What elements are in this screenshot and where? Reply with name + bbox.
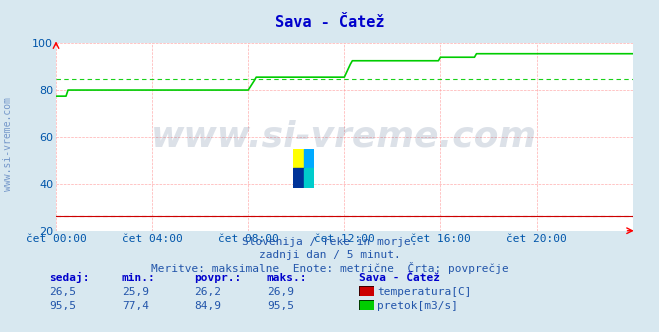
Text: Sava - Čatež: Sava - Čatež xyxy=(275,15,384,30)
Text: www.si-vreme.com: www.si-vreme.com xyxy=(3,97,13,192)
Text: zadnji dan / 5 minut.: zadnji dan / 5 minut. xyxy=(258,250,401,260)
Text: 25,9: 25,9 xyxy=(122,287,149,297)
Text: Meritve: maksimalne  Enote: metrične  Črta: povprečje: Meritve: maksimalne Enote: metrične Črta… xyxy=(151,262,508,274)
Text: maks.:: maks.: xyxy=(267,273,307,283)
Text: temperatura[C]: temperatura[C] xyxy=(377,287,471,297)
Bar xyxy=(293,149,304,169)
Text: 95,5: 95,5 xyxy=(49,301,76,311)
Text: Slovenija / reke in morje.: Slovenija / reke in morje. xyxy=(242,237,417,247)
Text: min.:: min.: xyxy=(122,273,156,283)
Text: 26,9: 26,9 xyxy=(267,287,294,297)
Text: 26,5: 26,5 xyxy=(49,287,76,297)
Text: 26,2: 26,2 xyxy=(194,287,221,297)
Bar xyxy=(293,169,304,188)
Bar xyxy=(304,169,314,188)
Text: 84,9: 84,9 xyxy=(194,301,221,311)
Text: sedaj:: sedaj: xyxy=(49,272,90,283)
Text: www.si-vreme.com: www.si-vreme.com xyxy=(152,120,537,154)
Text: Sava - Čatež: Sava - Čatež xyxy=(359,273,440,283)
Bar xyxy=(304,149,314,169)
Text: pretok[m3/s]: pretok[m3/s] xyxy=(377,301,458,311)
Text: povpr.:: povpr.: xyxy=(194,273,242,283)
Text: 95,5: 95,5 xyxy=(267,301,294,311)
Text: 77,4: 77,4 xyxy=(122,301,149,311)
